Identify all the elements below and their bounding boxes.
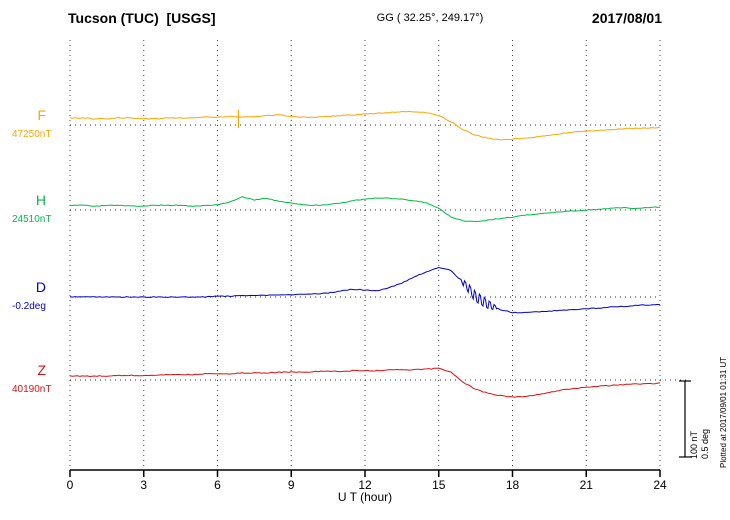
trace-h: [69, 196, 661, 223]
x-tick-label: 9: [287, 478, 295, 492]
x-tick-label: 21: [579, 478, 593, 492]
channel-label-h: H: [35, 192, 46, 208]
plotted-at-note: Plotted at 2017/09/01 01:31 UT: [719, 356, 728, 468]
plot-date: 2017/08/01: [591, 10, 662, 26]
trace-z: [69, 367, 661, 398]
observatory-title: Tucson (TUC) [USGS]: [68, 10, 216, 26]
trace-d: [69, 266, 661, 314]
scale-label-deg: 0.5 deg: [700, 428, 710, 459]
trace-f: [69, 110, 661, 141]
channel-label-f: F: [37, 107, 46, 123]
channel-baseline-d: -0.2deg: [12, 301, 46, 312]
x-tick-label: 3: [140, 478, 148, 492]
channel-baseline-z: 40190nT: [12, 384, 52, 395]
x-tick-label: 24: [653, 478, 667, 492]
channel-baseline-h: 24510nT: [12, 214, 52, 225]
scale-label-nt: 100 nT: [689, 430, 699, 459]
x-tick-label: 18: [505, 478, 520, 492]
x-axis-label: U T (hour): [337, 490, 393, 504]
channel-label-z: Z: [37, 362, 46, 378]
geographic-coords: GG ( 32.25°, 249.17°): [376, 12, 484, 24]
x-tick-label: 6: [214, 478, 221, 492]
channel-label-d: D: [35, 279, 46, 295]
channel-baseline-f: 47250nT: [12, 129, 52, 140]
x-tick-label: 15: [432, 478, 446, 492]
x-tick-label: 0: [66, 478, 74, 492]
x-tick-label: 12: [358, 478, 372, 492]
